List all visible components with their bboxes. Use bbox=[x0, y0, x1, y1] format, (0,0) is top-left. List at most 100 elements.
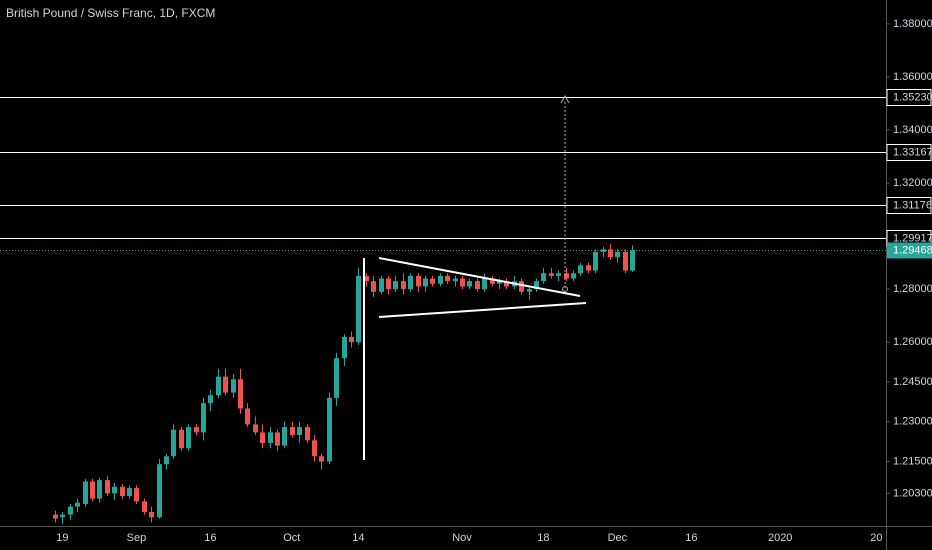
candle-body bbox=[75, 502, 80, 507]
x-tick-label: 20 bbox=[870, 532, 882, 544]
candle-body bbox=[467, 281, 472, 287]
candle-body bbox=[556, 273, 561, 276]
candle-body bbox=[112, 486, 117, 494]
candle-body bbox=[356, 275, 361, 343]
candle-body bbox=[319, 456, 324, 462]
candle-body bbox=[416, 275, 421, 287]
candle-body bbox=[157, 464, 162, 518]
y-tick-label: 1.26000 bbox=[893, 336, 932, 348]
candle-body bbox=[423, 278, 428, 287]
candle-body bbox=[312, 440, 317, 457]
candle-body bbox=[453, 278, 458, 282]
x-tick-label: 2020 bbox=[768, 532, 792, 544]
candle-body bbox=[171, 429, 176, 457]
level-label: 1.33167 bbox=[893, 146, 932, 158]
last-price-box bbox=[887, 242, 932, 259]
candle-body bbox=[438, 275, 443, 284]
x-tick-label: 16 bbox=[204, 532, 216, 544]
candle-body bbox=[97, 480, 102, 499]
y-tick-label: 1.23000 bbox=[893, 416, 932, 428]
x-tick-label: 16 bbox=[685, 532, 697, 544]
candle-body bbox=[105, 480, 110, 494]
candle-body bbox=[60, 514, 65, 518]
y-tick-label: 1.38000 bbox=[893, 18, 932, 30]
candle-body bbox=[504, 281, 509, 287]
arrow-head bbox=[560, 94, 570, 104]
candle-body bbox=[379, 278, 384, 292]
candle-body bbox=[90, 481, 95, 499]
candle-body bbox=[334, 358, 339, 398]
candle-body bbox=[371, 281, 376, 292]
candle-body bbox=[571, 273, 576, 279]
candle-body bbox=[53, 514, 58, 519]
candle-body bbox=[231, 379, 236, 393]
candle-body bbox=[275, 432, 280, 446]
candle-body bbox=[393, 281, 398, 290]
level-label-box bbox=[886, 89, 932, 106]
x-tick-label: Oct bbox=[283, 532, 300, 544]
candle-body bbox=[134, 488, 139, 502]
level-label: 1.35230 bbox=[893, 91, 932, 103]
y-tick-label: 1.36000 bbox=[893, 71, 932, 83]
triangle-upper bbox=[378, 257, 581, 297]
candle-body bbox=[149, 511, 154, 518]
x-tick-label: Sep bbox=[127, 532, 147, 544]
x-tick-label: 18 bbox=[537, 532, 549, 544]
candle-body bbox=[527, 289, 532, 292]
x-tick-label: 19 bbox=[56, 532, 68, 544]
candle-body bbox=[208, 395, 213, 404]
chart-title: British Pound / Swiss Franc, 1D, FXCM bbox=[6, 6, 215, 20]
x-tick-label: 14 bbox=[352, 532, 364, 544]
candle-body bbox=[327, 397, 332, 462]
candle-body bbox=[564, 273, 569, 279]
y-tick-label: 1.20300 bbox=[893, 487, 932, 499]
y-tick-label: 1.34000 bbox=[893, 124, 932, 136]
x-tick-label: Nov bbox=[452, 532, 472, 544]
candle-body bbox=[253, 424, 258, 433]
last-price-label: 1.29468 bbox=[893, 244, 932, 256]
candle-body bbox=[586, 265, 591, 271]
candle-body bbox=[290, 427, 295, 436]
candle-body bbox=[541, 273, 546, 282]
plot bbox=[0, 97, 886, 524]
level-label: 1.31176 bbox=[893, 199, 932, 211]
candle-body bbox=[216, 376, 221, 396]
candle-body bbox=[623, 251, 628, 271]
triangle-lower bbox=[378, 302, 587, 318]
candle-body bbox=[342, 336, 347, 359]
candle-body bbox=[223, 376, 228, 393]
candle-body bbox=[120, 486, 125, 497]
level-label-box bbox=[886, 197, 932, 214]
candle-body bbox=[460, 278, 465, 287]
candle-body bbox=[630, 250, 635, 271]
candle-body bbox=[186, 427, 191, 449]
candle-body bbox=[430, 278, 435, 284]
candle-body bbox=[549, 273, 554, 276]
candle-body bbox=[179, 429, 184, 449]
candle-body bbox=[83, 481, 88, 504]
candle-body bbox=[305, 427, 310, 441]
candle-body bbox=[164, 456, 169, 465]
candle-body bbox=[490, 278, 495, 284]
candle-body bbox=[268, 432, 273, 443]
candle-body bbox=[194, 427, 199, 433]
level-label-box bbox=[886, 144, 932, 161]
candle-body bbox=[475, 281, 480, 290]
drawings bbox=[363, 94, 587, 460]
candle-body bbox=[497, 281, 502, 284]
arrow-anchor bbox=[562, 286, 568, 292]
candle-body bbox=[260, 432, 265, 443]
candle-body bbox=[245, 408, 250, 425]
candle-body bbox=[534, 281, 539, 290]
candle-body bbox=[608, 249, 613, 258]
candle-body bbox=[349, 336, 354, 343]
y-tick-label: 1.21500 bbox=[893, 455, 932, 467]
candle-body bbox=[482, 278, 487, 290]
y-tick-label: 1.28000 bbox=[893, 283, 932, 295]
candle-body bbox=[445, 275, 450, 282]
candle-body bbox=[364, 275, 369, 282]
candle-body bbox=[142, 501, 147, 512]
y-tick-label: 1.24500 bbox=[893, 376, 932, 388]
